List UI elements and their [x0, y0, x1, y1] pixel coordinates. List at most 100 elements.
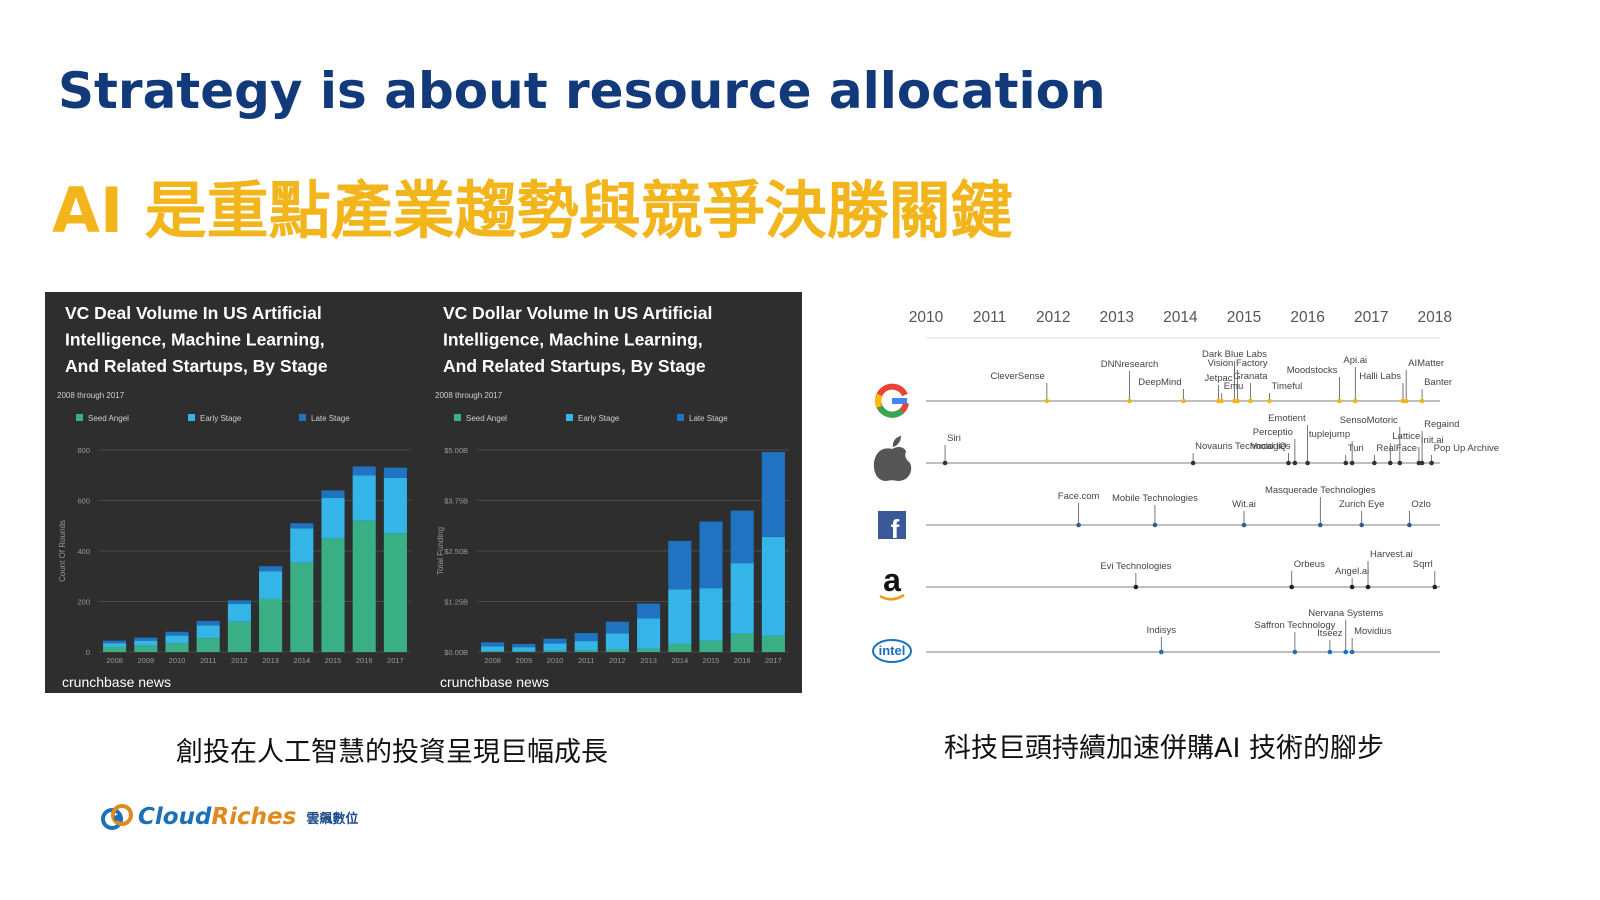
x-tick-label: 2017 — [387, 656, 404, 665]
bar-segment — [103, 646, 127, 652]
year-label: 2011 — [973, 309, 1006, 326]
bar-segment — [165, 631, 189, 636]
event-dot — [1044, 398, 1050, 404]
bar-segment — [352, 475, 376, 521]
year-label: 2017 — [1354, 309, 1388, 326]
event-label: RealFace — [1376, 443, 1417, 454]
event-dot — [1407, 522, 1412, 528]
chart-source: crunchbase news — [62, 674, 171, 690]
bar-segment — [699, 588, 723, 641]
apple-logo-icon — [873, 436, 912, 481]
year-label: 2015 — [1227, 309, 1261, 326]
event-dot — [1248, 398, 1253, 404]
chart-source: crunchbase news — [440, 674, 549, 690]
y-tick-label: $2.50B — [444, 547, 468, 556]
vc-chart-2: VC Dollar Volume In US Artificial Intelli… — [435, 303, 789, 690]
event-dot — [1353, 398, 1358, 404]
legend-label: Early Stage — [200, 414, 242, 423]
event-dot — [1292, 649, 1298, 655]
event-dot — [1372, 460, 1377, 466]
event-label: Novauris Technologies — [1195, 441, 1291, 452]
event-dot — [1289, 584, 1294, 590]
bar-segment — [259, 571, 283, 599]
event-dot — [1349, 584, 1355, 590]
bar-segment — [321, 538, 345, 652]
event-dot — [1190, 460, 1196, 466]
bar-segment — [574, 633, 598, 642]
event-dot — [1419, 398, 1425, 404]
event-label: Masquerade Technologies — [1265, 485, 1376, 496]
y-tick-label: 0 — [86, 648, 90, 657]
bar-segment — [227, 621, 251, 652]
event-dot — [1152, 522, 1158, 528]
event-dot — [1387, 460, 1393, 466]
event-label: Timeful — [1271, 381, 1302, 392]
y-tick-label: 200 — [77, 598, 90, 607]
bar-segment — [290, 528, 314, 563]
event-dot — [942, 460, 948, 466]
x-tick-label: 2013 — [262, 656, 279, 665]
legend-swatch — [299, 414, 306, 421]
event-dot — [1181, 398, 1186, 404]
event-dot — [1365, 584, 1371, 590]
x-tick-label: 2013 — [640, 656, 657, 665]
vc-charts-panel: VC Deal Volume In US Artificial Intellige… — [45, 292, 802, 693]
event-label: SensoMotoric — [1340, 415, 1398, 426]
bar-segment — [290, 523, 314, 529]
bar-segment — [196, 625, 220, 639]
x-tick-label: 2015 — [325, 656, 342, 665]
legend-label: Seed Angel — [466, 414, 507, 423]
event-dot — [1343, 649, 1349, 655]
legend-label: Seed Angel — [88, 414, 129, 423]
bar-segment — [383, 467, 407, 478]
bar-segment — [259, 566, 283, 572]
legend-label: Late Stage — [689, 414, 728, 423]
event-dot — [1400, 398, 1406, 404]
bar-segment — [668, 589, 692, 644]
event-dot — [1219, 398, 1225, 404]
bar-segment — [165, 643, 189, 652]
event-dot — [1403, 398, 1409, 404]
acquisition-timeline-svg: 2010 2011 2012 2013 2014 2015 2016 2017 2018 Clev… — [872, 309, 1499, 663]
event-label: Indisys — [1147, 625, 1177, 636]
event-label: Face.com — [1058, 491, 1100, 502]
event-dot — [1349, 460, 1355, 466]
y-tick-label: $5.00B — [444, 446, 468, 455]
event-label: Sqrrl — [1413, 559, 1433, 570]
event-label: Angel.ai — [1335, 566, 1369, 577]
event-dot — [1232, 398, 1237, 404]
x-tick-label: 2016 — [356, 656, 373, 665]
bar-segment — [605, 621, 629, 634]
y-axis-label: Total Funding — [436, 527, 445, 575]
x-tick-label: 2012 — [231, 656, 248, 665]
timeline-row-amazon: Evi Technologies Orbeus Angel.aiHarvest.ai… — [926, 549, 1440, 590]
bar-segment — [512, 651, 536, 652]
bar-segment — [352, 466, 376, 476]
vc-chart-1: VC Deal Volume In US Artificial Intellige… — [57, 303, 411, 690]
event-label: AIMatter — [1408, 358, 1444, 369]
bar-segment — [321, 497, 345, 539]
legend-swatch — [76, 414, 83, 421]
x-tick-label: 2010 — [547, 656, 564, 665]
event-label: DeepMind — [1138, 377, 1181, 388]
event-label: CleverSense — [990, 371, 1044, 382]
bar-segment — [321, 490, 345, 498]
bar-segment — [512, 643, 536, 648]
event-dot — [1292, 460, 1298, 466]
caption-acquisitions: 科技巨頭持續加速併購AI 技術的腳步 — [944, 733, 1385, 764]
event-dot — [1419, 460, 1425, 466]
bar-segment — [761, 536, 785, 636]
bar-segment — [481, 651, 505, 652]
legend-swatch — [188, 414, 195, 421]
event-label: Granata — [1233, 371, 1268, 382]
bar-segment — [699, 521, 723, 589]
bar-segment — [605, 649, 629, 652]
chart-subtitle: 2008 through 2017 — [435, 391, 503, 400]
chart-title: VC Dollar Volume In US Artificial Intelli… — [443, 303, 712, 376]
chart-title: VC Deal Volume In US Artificial Intellige… — [65, 303, 328, 376]
event-label: Pop Up Archive — [1434, 443, 1499, 454]
event-label: Wit.ai — [1232, 499, 1256, 510]
